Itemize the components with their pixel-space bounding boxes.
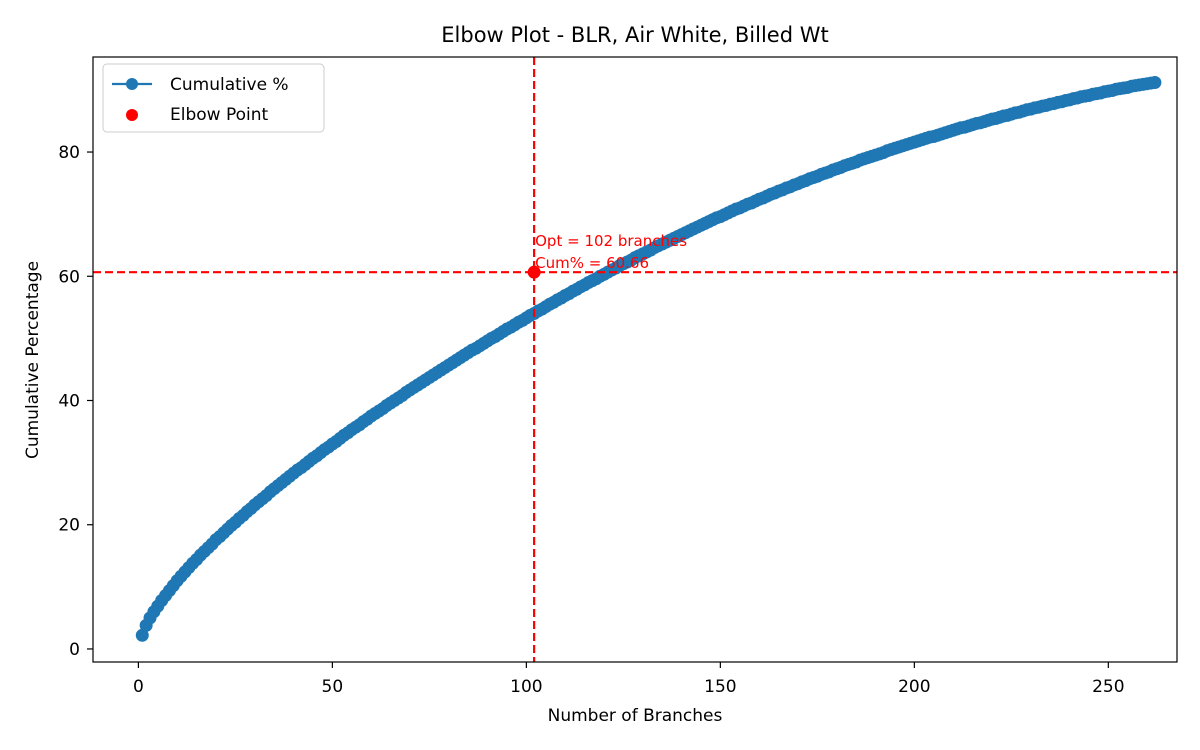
y-axis-ticks: 0 20 40 60 80 (58, 143, 93, 660)
reference-line-layer (93, 57, 1177, 662)
data-point (1148, 75, 1162, 89)
legend-elbow-swatch (126, 109, 138, 121)
x-axis-label: Number of Branches (548, 706, 723, 726)
elbow-annotation-line: Opt = 102 branches (535, 232, 687, 250)
chart-title: Elbow Plot - BLR, Air White, Billed Wt (441, 23, 828, 47)
elbow-annotation-line: Cum% = 60.66 (535, 254, 649, 272)
x-tick-label: 50 (322, 677, 344, 697)
plot-frame (92, 56, 1178, 663)
legend-label-cumulative: Cumulative % (170, 75, 289, 95)
legend: Cumulative % Elbow Point (102, 63, 325, 133)
x-tick-label: 150 (704, 677, 736, 697)
x-tick-label: 0 (133, 677, 144, 697)
legend-label-elbow: Elbow Point (170, 105, 269, 125)
y-axis-label: Cumulative Percentage (23, 261, 43, 459)
legend-box (102, 63, 325, 133)
plot-area: Opt = 102 branches Cum% = 60.66 (93, 57, 1177, 662)
y-tick-label: 40 (58, 391, 80, 411)
elbow-layer (527, 265, 541, 279)
y-tick-label: 20 (58, 516, 80, 536)
x-tick-label: 200 (898, 677, 930, 697)
y-tick-label: 60 (58, 267, 80, 287)
y-tick-label: 80 (58, 143, 80, 163)
elbow-point (527, 265, 541, 279)
y-tick-label: 0 (69, 640, 80, 660)
legend-marker-swatch (126, 78, 138, 90)
x-tick-label: 250 (1092, 677, 1124, 697)
x-tick-label: 100 (510, 677, 542, 697)
x-axis-ticks: 0 50 100 150 200 250 (133, 662, 1125, 697)
annotation-layer: Opt = 102 branches Cum% = 60.66 (535, 232, 687, 272)
series-marker-layer (135, 75, 1162, 642)
data-point (135, 628, 149, 642)
